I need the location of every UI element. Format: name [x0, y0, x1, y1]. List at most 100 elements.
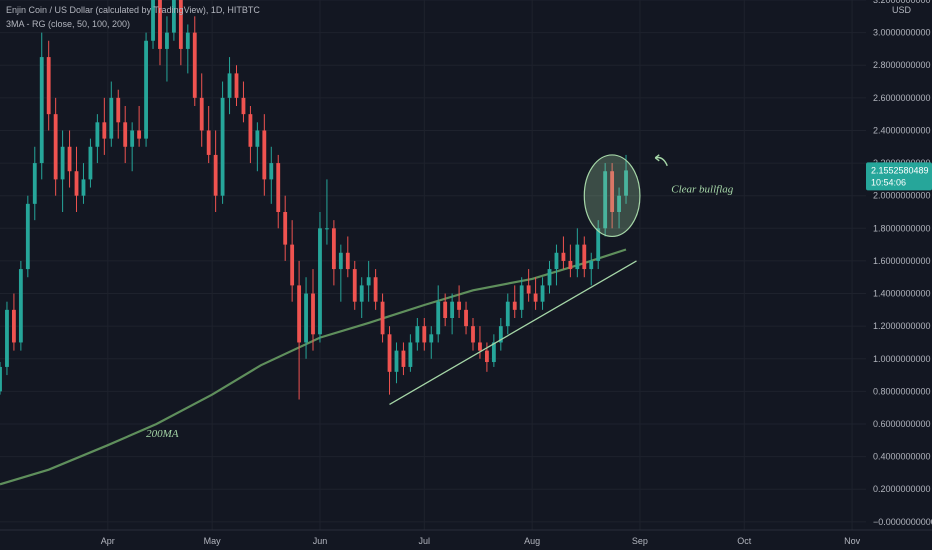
candle: [561, 236, 566, 270]
indicator-legend[interactable]: 3MA - RG (close, 50, 100, 200): [6, 19, 131, 29]
candle-body: [88, 146, 93, 180]
chart-title: Enjin Coin / US Dollar (calculated by Tr…: [6, 5, 260, 15]
candle-body: [429, 334, 434, 343]
candle-body: [178, 0, 183, 49]
y-tick-label: 1.8000000000: [873, 223, 931, 233]
y-tick-label: 3.0000000000: [873, 28, 931, 38]
candle-body: [234, 73, 239, 98]
candle-body: [32, 163, 37, 204]
candle: [533, 277, 538, 310]
candle: [102, 97, 107, 155]
candle-body: [422, 326, 427, 343]
candle: [130, 122, 135, 172]
candle: [436, 285, 441, 343]
candle-body: [269, 163, 274, 180]
last-price-badge: 2.1552580489 10:54:06: [866, 162, 932, 191]
candle-body: [102, 122, 107, 139]
candle: [304, 277, 308, 359]
x-tick-label: Jun: [313, 536, 328, 546]
candle: [192, 16, 197, 106]
candle-body: [60, 146, 65, 180]
candle: [171, 0, 176, 41]
candle-body: [547, 269, 552, 286]
x-tick-label: Aug: [524, 536, 540, 546]
candle-body: [304, 293, 308, 343]
candle-body: [95, 122, 100, 147]
y-tick-label: 0.2000000000: [873, 484, 931, 494]
candle-body: [283, 212, 288, 245]
candle-body: [192, 32, 197, 98]
candle-body: [436, 301, 441, 335]
candle-body: [373, 277, 378, 302]
y-tick-label: 2.0000000000: [873, 191, 931, 201]
y-tick-label: 0.6000000000: [873, 419, 931, 429]
candle: [464, 301, 468, 335]
candle: [568, 244, 573, 278]
candle-body: [554, 252, 559, 270]
candle-body: [533, 293, 538, 302]
candle: [603, 163, 608, 237]
candle: [325, 179, 329, 245]
candle: [109, 81, 114, 147]
candle-body: [171, 0, 176, 33]
candle: [617, 187, 621, 229]
candle-body: [352, 269, 357, 302]
candle-body: [603, 171, 608, 229]
candle: [373, 269, 378, 310]
candle-body: [589, 260, 594, 270]
candle-body: [318, 228, 322, 335]
time-axis[interactable]: Apr May Jun Jul Aug Sep Oct Nov: [0, 529, 932, 550]
candle: [554, 244, 559, 286]
candle-body: [387, 334, 392, 372]
price-axis[interactable]: 3.2000000000 3.0000000000 2.8000000000 2.60…: [866, 0, 932, 530]
candle-body: [0, 366, 2, 392]
candle: [220, 81, 225, 204]
candle: [589, 252, 594, 286]
candle: [450, 293, 455, 335]
y-tick-label: 2.6000000000: [873, 93, 931, 103]
candle: [206, 106, 211, 164]
candle: [338, 244, 343, 302]
candle: [352, 260, 357, 310]
candle: [185, 24, 190, 74]
candle-body: [39, 57, 44, 164]
candle-body: [464, 309, 468, 327]
price-badge-background: [866, 162, 932, 191]
y-tick-label: 1.0000000000: [873, 354, 931, 364]
candle-body: [617, 195, 621, 212]
y-tick-label: −0.0000000000: [873, 517, 932, 527]
candle-body: [297, 285, 302, 343]
candle-body: [11, 309, 16, 343]
candle: [519, 277, 524, 318]
candle: [401, 342, 406, 376]
candle: [422, 318, 427, 351]
candle: [0, 362, 2, 395]
candle-body: [380, 301, 385, 335]
candle: [269, 146, 274, 204]
candle: [241, 81, 246, 123]
candle: [283, 195, 288, 261]
candle-body: [610, 171, 615, 212]
candle-body: [450, 301, 455, 318]
candle: [345, 236, 350, 278]
y-tick-label: 0.8000000000: [873, 386, 931, 396]
candle-body: [213, 154, 218, 196]
candle: [415, 318, 420, 351]
candle-body: [137, 130, 142, 139]
candle-body: [394, 350, 399, 372]
y-tick-label: 2.8000000000: [873, 60, 931, 70]
candle: [366, 260, 371, 302]
candle-body: [443, 301, 448, 318]
candle-body: [165, 32, 169, 49]
candle-body: [526, 285, 531, 294]
y-tick-label: 2.4000000000: [873, 125, 931, 135]
candle: [74, 146, 79, 212]
candle-body: [325, 228, 329, 230]
candle-body: [568, 260, 573, 270]
candle-body: [81, 179, 86, 196]
candle: [610, 163, 615, 229]
price-axis-background: [866, 0, 932, 530]
candle-body: [491, 342, 496, 363]
